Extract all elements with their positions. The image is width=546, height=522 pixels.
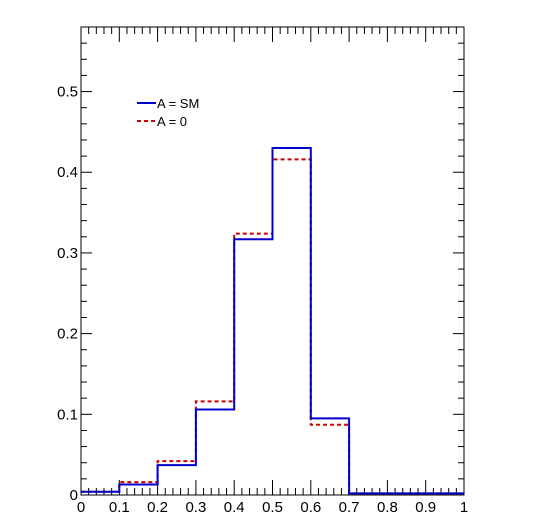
plot-frame: [80, 26, 465, 496]
x-tick-label: 0.6: [300, 499, 321, 516]
y-tick-labels: 0 0.1 0.2 0.3 0.4 0.5: [57, 84, 78, 504]
y-tick-label: 0.4: [57, 164, 78, 181]
legend-label: A = SM: [157, 96, 199, 111]
x-tick-label: 0.7: [339, 499, 360, 516]
x-tick-label: 0.8: [377, 499, 398, 516]
x-tick-label: 0.1: [109, 499, 130, 516]
series-lines: [81, 147, 464, 495]
x-tick-label: 0.5: [262, 499, 283, 516]
y-tick-label: 0: [70, 487, 78, 504]
x-tick-label: 0.2: [147, 499, 168, 516]
series-line-a-sm: [81, 147, 464, 495]
y-tick-label: 0.5: [57, 84, 78, 101]
x-tick-label: 0.3: [185, 499, 206, 516]
x-tick-label: 1: [460, 499, 468, 516]
x-tick-label: 0.4: [224, 499, 245, 516]
x-tick-label: 0: [77, 499, 85, 516]
x-tick-label: 0.9: [415, 499, 436, 516]
y-tick-label: 0.2: [57, 326, 78, 343]
x-tick-labels: 0 0.1 0.2 0.3 0.4 0.5 0.6 0.7 0.8 0.9 1: [77, 499, 468, 516]
legend: A = SM A = 0: [137, 96, 199, 129]
y-tick-label: 0.1: [57, 406, 78, 423]
y-tick-label: 0.3: [57, 245, 78, 262]
legend-label: A = 0: [157, 114, 187, 129]
